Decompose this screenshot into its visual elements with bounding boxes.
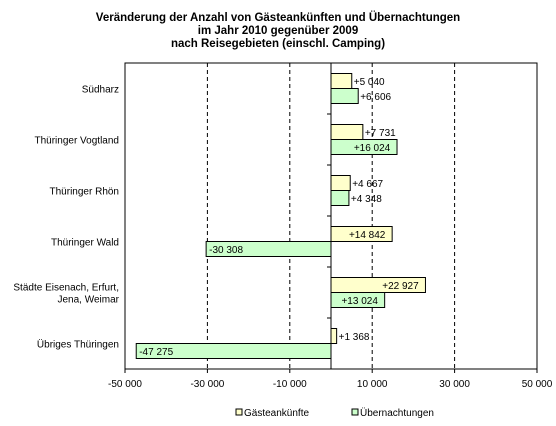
legend: Gästeankünfte Übernachtungen [235,407,434,419]
category-label: Jena, Weimar [57,295,119,306]
chart-title: Veränderung der Anzahl von Gästeankünfte… [96,11,460,50]
bars: +5 040 +6 606 +7 731 +16 024 +4 667 +4 348 +14… [135,73,426,359]
bar-gaesteankuenfte [330,124,364,140]
data-label: +1 368 [339,332,370,343]
category-labels: Südharz Thüringer Vogtland Thüringer Rhön T… [13,85,119,351]
bar-uebernachtungen [330,88,359,104]
category-label: Städte Eisenach, Erfurt, [13,283,119,294]
category-label: Thüringer Vogtland [34,136,119,147]
x-tick-label: 30 000 [439,379,470,390]
x-tick-label: -50 000 [108,379,142,390]
x-tick-label: 50 000 [522,379,553,390]
legend-swatch [235,408,243,416]
x-tick-label: 10 000 [357,379,388,390]
bar-uebernachtungen [330,190,350,206]
bar-gaesteankuenfte [330,73,353,89]
x-tick-label: -10 000 [273,379,307,390]
data-label: +22 927 [382,281,419,292]
bar-uebernachtungen [330,139,398,155]
data-label: -47 275 [139,347,173,358]
x-tick-labels: -50 000 -30 000 -10 000 10 000 30 000 50 000 [108,369,553,390]
data-label: +4 348 [351,194,382,205]
chart-title-line: im Jahr 2010 gegenüber 2009 [198,25,358,37]
bar-uebernachtungen [205,241,332,257]
bar-uebernachtungen [330,292,386,308]
data-label: +5 040 [354,77,385,88]
data-label: +6 606 [360,92,391,103]
zero-axis [327,62,332,370]
category-label: Thüringer Rhön [50,187,119,198]
category-label: Südharz [82,85,119,96]
bar-gaesteankuenfte [330,328,338,344]
category-label: Thüringer Wald [51,238,119,249]
data-label: +7 731 [365,128,396,139]
legend-swatch [351,408,359,416]
legend-label: Gästeankünfte [244,408,309,419]
data-label: -30 308 [209,245,243,256]
data-label: +16 024 [354,143,391,154]
chart-title-line: nach Reisegebieten (einschl. Camping) [171,38,385,50]
data-label: +4 667 [352,179,383,190]
data-label: +14 842 [349,230,386,241]
data-label: +13 024 [341,296,378,307]
chart-title-line: Veränderung der Anzahl von Gästeankünfte… [96,11,460,24]
bar-uebernachtungen [135,343,332,359]
x-tick-label: -30 000 [190,379,224,390]
legend-label: Übernachtungen [360,407,434,419]
category-label: Übriges Thüringen [37,339,119,351]
bar-gaesteankuenfte [330,226,393,242]
bar-gaesteankuenfte [330,175,351,191]
gridlines [206,63,456,369]
